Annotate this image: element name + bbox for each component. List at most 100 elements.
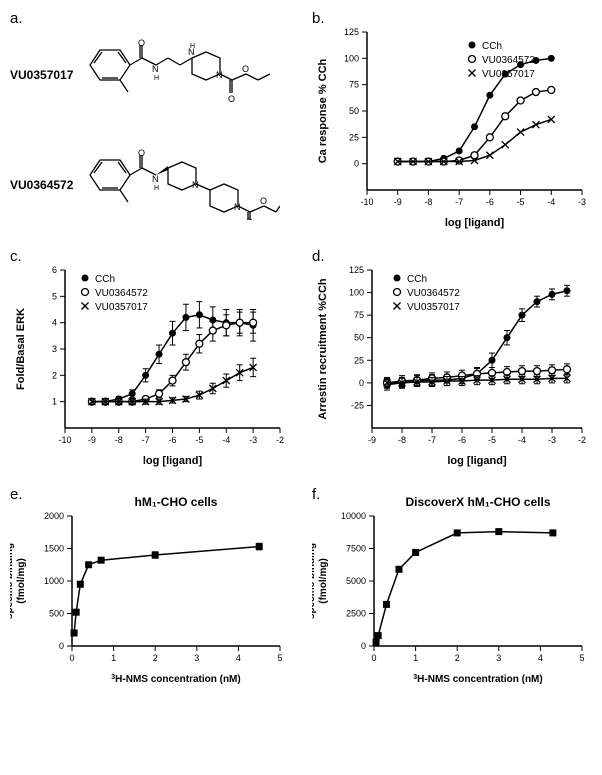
svg-text:CCh: CCh	[95, 274, 115, 285]
panel-d: d. -9-8-7-6-5-4-3-2-250255075100125log […	[312, 248, 592, 468]
svg-text:500: 500	[49, 609, 64, 619]
svg-text:0: 0	[359, 378, 364, 388]
panel-f: f. DiscoverX hM₁-CHO cells01234502500500…	[312, 486, 592, 686]
svg-text:1: 1	[111, 653, 116, 663]
svg-text:Arrestin recruitment %CCh: Arrestin recruitment %CCh	[317, 278, 329, 419]
svg-text:-4: -4	[518, 435, 526, 445]
svg-text:O: O	[242, 64, 249, 74]
svg-text:hM₁-CHO cells: hM₁-CHO cells	[135, 495, 218, 509]
svg-text:-5: -5	[517, 197, 525, 207]
svg-text:log [ligand]: log [ligand]	[143, 455, 203, 467]
svg-text:3: 3	[52, 344, 57, 354]
svg-text:-10: -10	[360, 197, 373, 207]
svg-text:-9: -9	[368, 435, 376, 445]
svg-text:-7: -7	[142, 435, 150, 445]
svg-text:-9: -9	[394, 197, 402, 207]
svg-text:N: N	[234, 202, 241, 212]
svg-text:O: O	[246, 217, 253, 220]
svg-text:7500: 7500	[346, 544, 366, 554]
svg-text:125: 125	[349, 265, 364, 275]
svg-text:-3: -3	[548, 435, 556, 445]
compound-a2-label: VU0364572	[10, 178, 73, 192]
svg-text:5: 5	[579, 653, 584, 663]
svg-text:-4: -4	[222, 435, 230, 445]
structure-vu0357017: O NH NH N O O	[80, 30, 280, 110]
svg-text:2: 2	[52, 370, 57, 380]
panel-d-label: d.	[312, 248, 325, 265]
chart-d: -9-8-7-6-5-4-3-2-250255075100125log [lig…	[312, 248, 592, 468]
svg-text:-8: -8	[424, 197, 432, 207]
svg-text:25: 25	[354, 355, 364, 365]
svg-text:-4: -4	[547, 197, 555, 207]
svg-text:5: 5	[277, 653, 282, 663]
svg-text:0: 0	[69, 653, 74, 663]
svg-text:3H-NMS concentration (nM): 3H-NMS concentration (nM)	[413, 674, 542, 686]
svg-text:N: N	[216, 70, 223, 80]
svg-text:100: 100	[349, 288, 364, 298]
svg-text:(fmol/mg): (fmol/mg)	[16, 558, 27, 604]
panel-a-label: a.	[10, 10, 23, 27]
svg-text:O: O	[138, 148, 145, 158]
svg-text:-7: -7	[428, 435, 436, 445]
svg-text:2500: 2500	[346, 609, 366, 619]
svg-text:25: 25	[349, 132, 359, 142]
svg-text:O: O	[260, 196, 267, 206]
svg-text:-3: -3	[578, 197, 586, 207]
chart-b: -10-9-8-7-6-5-4-30255075100125log [ligan…	[312, 10, 592, 230]
svg-text:(fmol/mg): (fmol/mg)	[318, 558, 329, 604]
svg-text:H: H	[154, 185, 159, 192]
svg-text:VU0357017: VU0357017	[482, 69, 535, 80]
svg-text:-7: -7	[455, 197, 463, 207]
svg-text:DiscoverX hM₁-CHO cells: DiscoverX hM₁-CHO cells	[405, 495, 550, 509]
svg-text:1500: 1500	[44, 544, 64, 554]
structure-vu0364572: O NH N N O O	[80, 135, 280, 220]
svg-text:1: 1	[52, 397, 57, 407]
svg-text:2: 2	[153, 653, 158, 663]
svg-text:Fold/Basal ERK: Fold/Basal ERK	[15, 308, 27, 390]
svg-text:CCh: CCh	[482, 41, 502, 52]
svg-text:-5: -5	[488, 435, 496, 445]
chart-e: hM₁-CHO cells01234505001000150020003H-NM…	[10, 486, 290, 686]
svg-text:-6: -6	[486, 197, 494, 207]
svg-text:3: 3	[194, 653, 199, 663]
svg-text:specific binding: specific binding	[312, 543, 317, 619]
svg-text:4: 4	[538, 653, 543, 663]
svg-text:VU0364572: VU0364572	[407, 288, 460, 299]
svg-text:-9: -9	[88, 435, 96, 445]
svg-text:-5: -5	[195, 435, 203, 445]
panel-c: c. -10-9-8-7-6-5-4-3-2123456log [ligand]…	[10, 248, 290, 468]
svg-text:4: 4	[236, 653, 241, 663]
svg-text:-25: -25	[351, 400, 364, 410]
svg-text:-8: -8	[115, 435, 123, 445]
panel-c-label: c.	[10, 248, 22, 265]
svg-text:N: N	[152, 174, 159, 184]
svg-text:log [ligand]: log [ligand]	[445, 217, 505, 229]
svg-text:-2: -2	[578, 435, 586, 445]
svg-text:specific binding: specific binding	[10, 543, 15, 619]
svg-text:2000: 2000	[44, 511, 64, 521]
compound-a1-label: VU0357017	[10, 68, 73, 82]
svg-text:50: 50	[349, 106, 359, 116]
svg-text:VU0357017: VU0357017	[95, 302, 148, 313]
svg-text:log [ligand]: log [ligand]	[447, 455, 507, 467]
svg-text:H: H	[154, 75, 159, 82]
svg-text:75: 75	[354, 310, 364, 320]
svg-text:VU0364572: VU0364572	[482, 55, 535, 66]
svg-text:6: 6	[52, 265, 57, 275]
svg-text:5000: 5000	[346, 576, 366, 586]
figure-grid: a. VU0357017	[10, 10, 592, 686]
svg-text:0: 0	[59, 641, 64, 651]
svg-text:VU0357017: VU0357017	[407, 302, 460, 313]
svg-text:-6: -6	[168, 435, 176, 445]
chart-f: DiscoverX hM₁-CHO cells01234502500500075…	[312, 486, 592, 686]
svg-text:3H-NMS concentration (nM): 3H-NMS concentration (nM)	[111, 674, 240, 686]
svg-text:4: 4	[52, 318, 57, 328]
svg-text:5: 5	[52, 291, 57, 301]
svg-text:-8: -8	[398, 435, 406, 445]
svg-text:N: N	[152, 64, 159, 74]
svg-text:50: 50	[354, 333, 364, 343]
panel-b-label: b.	[312, 10, 325, 27]
svg-text:0: 0	[354, 159, 359, 169]
svg-text:1: 1	[413, 653, 418, 663]
panel-b: b. -10-9-8-7-6-5-4-30255075100125log [li…	[312, 10, 592, 230]
